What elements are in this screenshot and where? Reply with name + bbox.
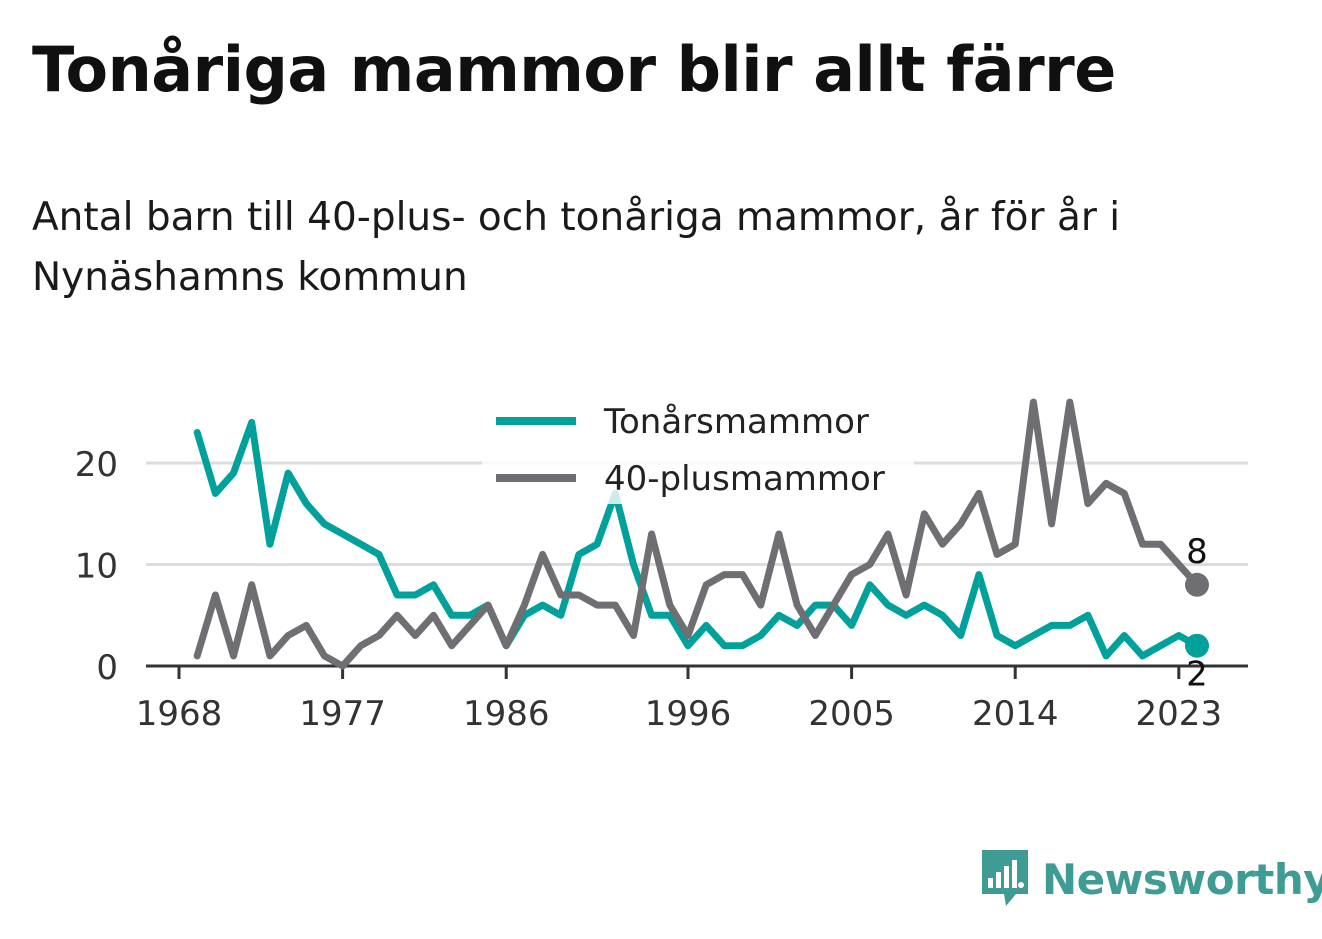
legend-label: 40-plusmammor bbox=[604, 459, 885, 499]
x-tick-label: 2005 bbox=[808, 694, 895, 734]
x-tick-label: 1977 bbox=[299, 694, 386, 734]
x-tick-label: 1996 bbox=[645, 694, 732, 734]
y-tick-label: 0 bbox=[96, 648, 118, 688]
legend-label: Tonårsmammor bbox=[603, 402, 869, 442]
newsworthy-logo-icon bbox=[982, 850, 1028, 906]
legend-background bbox=[482, 392, 914, 504]
series-line-tonarsmammor bbox=[193, 418, 1201, 660]
chart-title: Tonåriga mammor blir allt färre bbox=[32, 33, 1116, 106]
x-tick-label: 1968 bbox=[136, 694, 223, 734]
chart-subtitle: Antal barn till 40-plus- och tonåriga ma… bbox=[32, 195, 1121, 300]
end-point-label: 8 bbox=[1186, 532, 1208, 572]
y-axis-ticks: 0 10 20 bbox=[75, 445, 118, 688]
legend: Tonårsmammor 40-plusmammor bbox=[482, 392, 914, 504]
x-tick-label: 2023 bbox=[1136, 694, 1223, 734]
x-tick-label: 2014 bbox=[972, 694, 1059, 734]
y-tick-label: 10 bbox=[75, 547, 118, 587]
end-point-marker bbox=[1185, 572, 1209, 597]
brand-name: Newsworthy bbox=[1042, 854, 1322, 904]
newsworthy-logo[interactable]: Newsworthy bbox=[980, 848, 1322, 910]
series-lines bbox=[193, 398, 1201, 670]
end-point-label: 2 bbox=[1186, 655, 1208, 695]
end-markers: 28 bbox=[1185, 532, 1209, 695]
x-tick-label: 1986 bbox=[463, 694, 550, 734]
series-line-40-plusmammor bbox=[193, 398, 1201, 670]
y-tick-label: 20 bbox=[75, 445, 118, 485]
end-point-marker bbox=[1185, 633, 1209, 658]
x-axis-ticks: 1968 1977 1986 1996 2005 2014 2023 bbox=[136, 666, 1222, 734]
